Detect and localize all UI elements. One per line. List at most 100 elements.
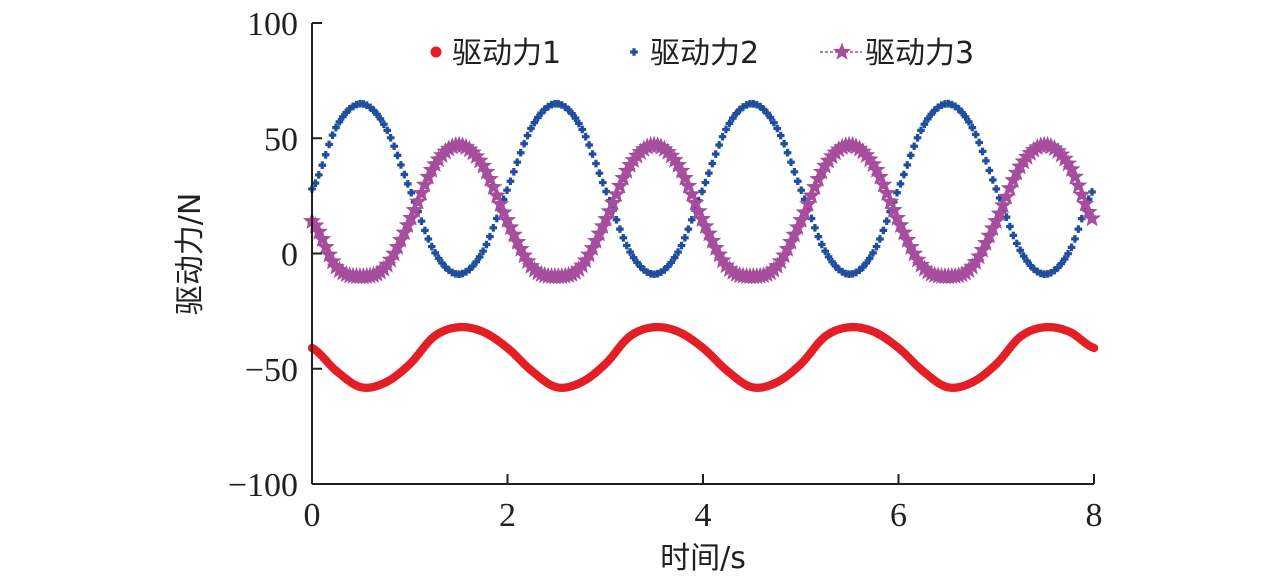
- data-point: [626, 248, 634, 256]
- data-point: [997, 187, 1016, 205]
- data-point: [684, 225, 693, 233]
- data-point: [1064, 249, 1072, 258]
- data-point: [911, 255, 931, 273]
- data-point: [705, 169, 713, 177]
- data-point: [1048, 141, 1067, 159]
- data-point: [989, 176, 997, 184]
- data-point: [958, 108, 966, 117]
- legend-label: 驱动力1: [452, 36, 561, 71]
- data-point: [593, 216, 612, 235]
- data-point: [716, 256, 736, 274]
- data-point: [662, 146, 681, 164]
- data-point: [586, 231, 605, 249]
- data-point: [787, 158, 795, 166]
- data-point: [477, 162, 496, 180]
- data-point: [867, 160, 886, 178]
- data-point: [811, 224, 819, 232]
- data-point: [703, 231, 722, 249]
- axes: [311, 22, 1095, 485]
- data-point: [672, 161, 691, 179]
- data-point: [1052, 145, 1071, 163]
- data-point: [412, 183, 431, 201]
- data-point: [708, 159, 717, 168]
- data-point: [484, 177, 503, 195]
- data-point: [427, 242, 436, 251]
- data-point: [1071, 235, 1079, 243]
- data-point: [788, 217, 807, 236]
- data-point: [655, 139, 674, 157]
- data-point: [701, 178, 710, 187]
- data-point: [711, 150, 720, 158]
- data-point: [604, 193, 623, 211]
- data-point: [568, 109, 576, 118]
- data-point: [1069, 176, 1088, 194]
- data-point: [965, 118, 973, 126]
- data-point: [770, 118, 778, 127]
- data-point: [776, 131, 785, 140]
- data-point: [1016, 246, 1024, 255]
- data-point: [391, 230, 410, 248]
- data-point: [1060, 255, 1069, 263]
- data-point: [797, 186, 806, 195]
- data-point: [681, 234, 689, 242]
- data-point: [917, 126, 925, 135]
- y-tick-label: 50: [264, 121, 298, 158]
- data-point: [504, 225, 523, 243]
- data-point: [518, 251, 537, 270]
- data-point: [715, 141, 723, 149]
- x-tick-label: 6: [890, 497, 907, 534]
- data-point: [402, 208, 421, 226]
- data-point: [908, 250, 927, 268]
- data-point: [595, 169, 604, 177]
- data-point: [590, 224, 609, 242]
- data-point: [1006, 222, 1014, 231]
- x-tick-label: 0: [304, 497, 321, 534]
- data-point: [386, 133, 395, 142]
- data-point: [405, 200, 424, 218]
- data-point: [1045, 138, 1064, 157]
- data-point: [893, 188, 901, 197]
- data-point: [456, 137, 475, 155]
- data-point: [864, 154, 883, 173]
- data-point: [862, 259, 871, 267]
- data-point: [315, 171, 323, 179]
- legend-marker: [832, 42, 852, 60]
- data-point: [592, 159, 600, 168]
- data-point: [978, 147, 987, 156]
- data-point: [616, 225, 624, 233]
- data-point: [474, 156, 493, 174]
- data-point: [910, 142, 918, 151]
- data-point: [773, 124, 782, 133]
- data-point: [403, 180, 412, 188]
- data-point: [658, 142, 677, 160]
- data-point: [920, 120, 929, 129]
- legend-marker: [630, 48, 638, 56]
- data-point: [338, 112, 347, 121]
- data-point: [876, 235, 884, 243]
- data-point: [901, 237, 920, 255]
- data-point: [828, 257, 836, 266]
- data-point: [677, 241, 686, 250]
- data-point: [321, 150, 330, 159]
- data-point: [879, 226, 888, 235]
- data-point: [1072, 185, 1091, 203]
- data-point: [781, 232, 801, 250]
- data-point: [318, 161, 327, 170]
- data-point: [491, 194, 510, 212]
- data-point: [332, 123, 340, 132]
- data-point: [530, 118, 539, 127]
- data-point: [669, 155, 688, 173]
- data-point: [390, 142, 398, 151]
- data-point: [421, 226, 429, 235]
- data-point: [503, 186, 511, 195]
- data-point: [525, 260, 544, 278]
- data-point: [470, 151, 489, 169]
- data-point: [679, 176, 698, 194]
- data-point: [994, 195, 1013, 214]
- data-point: [718, 132, 727, 141]
- data-point: [687, 216, 696, 224]
- data-point: [527, 124, 535, 133]
- data-point: [689, 201, 708, 220]
- data-point: [516, 148, 525, 157]
